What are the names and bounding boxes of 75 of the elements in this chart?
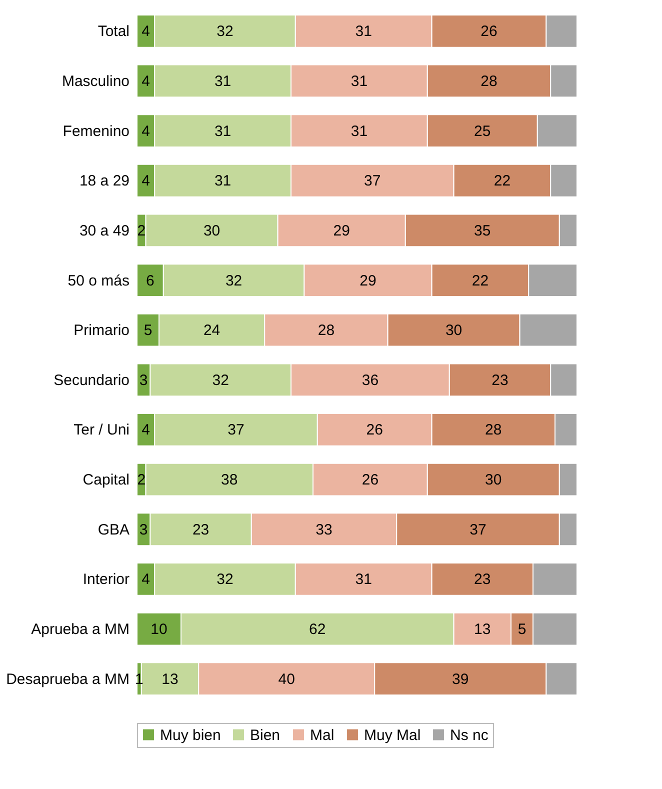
data-label: 26	[480, 23, 498, 40]
data-label: 31	[355, 23, 372, 40]
data-label: 23	[492, 372, 508, 389]
data-label: 4	[142, 72, 150, 90]
data-label: 5	[144, 322, 152, 340]
data-label: 31	[355, 571, 372, 588]
data-label: 30	[485, 472, 502, 489]
data-label: 22	[494, 172, 511, 190]
data-label: 36	[362, 372, 379, 389]
y-tick-label: Femenino	[62, 122, 130, 140]
data-label: 35	[474, 222, 491, 240]
data-label: 24	[203, 322, 220, 340]
data-label: 37	[364, 172, 381, 190]
data-label: 29	[333, 222, 350, 240]
legend-label: Bien	[250, 726, 280, 744]
data-label: 62	[309, 621, 326, 638]
data-label: 31	[214, 172, 232, 190]
data-label: 31	[350, 122, 368, 140]
data-label: 4	[142, 571, 150, 588]
legend-label: Mal	[310, 726, 334, 744]
y-tick-label: GBA	[98, 521, 130, 538]
data-label: 1	[135, 670, 144, 688]
data-label: 23	[474, 571, 491, 588]
data-label: 4	[142, 422, 150, 439]
data-label: 4	[142, 122, 150, 140]
data-label: 22	[472, 272, 489, 290]
data-label: 26	[362, 472, 379, 489]
data-label: 32	[225, 272, 242, 290]
y-tick-label: Masculino	[62, 72, 130, 90]
data-label: 30	[445, 322, 462, 340]
legend-label: Ns nc	[450, 726, 489, 744]
y-tick-label: 18 a 29	[79, 172, 130, 190]
data-label: 6	[146, 272, 154, 290]
data-label: 32	[216, 23, 234, 40]
y-tick-label: Capital	[82, 472, 130, 489]
data-label: 28	[480, 72, 498, 90]
y-tick-label: 30 a 49	[79, 222, 130, 240]
data-label: 40	[278, 670, 295, 688]
y-tick-label: Secundario	[54, 372, 130, 389]
data-label: 2	[137, 222, 146, 240]
y-tick-label: Desaprueba a MM	[6, 670, 130, 688]
data-label: 3	[139, 521, 148, 538]
data-label: 37	[228, 422, 244, 439]
data-label: 39	[452, 670, 469, 688]
data-label: 26	[366, 422, 383, 439]
y-tick-label: Interior	[82, 571, 130, 588]
data-label: 13	[162, 670, 178, 688]
legend-label: Muy bien	[160, 726, 221, 744]
data-label: 2	[137, 472, 146, 489]
data-label: 5	[518, 621, 526, 638]
data-label: 28	[485, 422, 502, 439]
data-label: 10	[150, 621, 168, 638]
data-label: 31	[350, 72, 368, 90]
data-label: 33	[316, 521, 332, 538]
data-label: 31	[214, 122, 232, 140]
y-tick-label: Primario	[74, 322, 130, 340]
data-label: 3	[139, 372, 148, 389]
data-label: 38	[221, 472, 238, 489]
data-label: 23	[192, 521, 210, 538]
data-label: 32	[212, 372, 229, 389]
data-label: 28	[318, 322, 335, 340]
y-tick-label: Total	[98, 23, 130, 40]
data-label: 25	[474, 122, 491, 140]
data-label: 32	[216, 571, 234, 588]
data-label: 29	[360, 272, 376, 290]
y-tick-label: Ter / Uni	[74, 422, 130, 439]
legend-label: Muy Mal	[364, 726, 421, 744]
data-label: 4	[142, 172, 150, 190]
data-label: 37	[470, 521, 486, 538]
data-label: 4	[142, 23, 150, 40]
data-label: 13	[474, 621, 491, 638]
y-tick-label: Aprueba a MM	[31, 621, 130, 638]
data-label: 31	[214, 72, 232, 90]
y-tick-label: 50 o más	[68, 272, 130, 290]
data-label: 30	[203, 222, 220, 240]
